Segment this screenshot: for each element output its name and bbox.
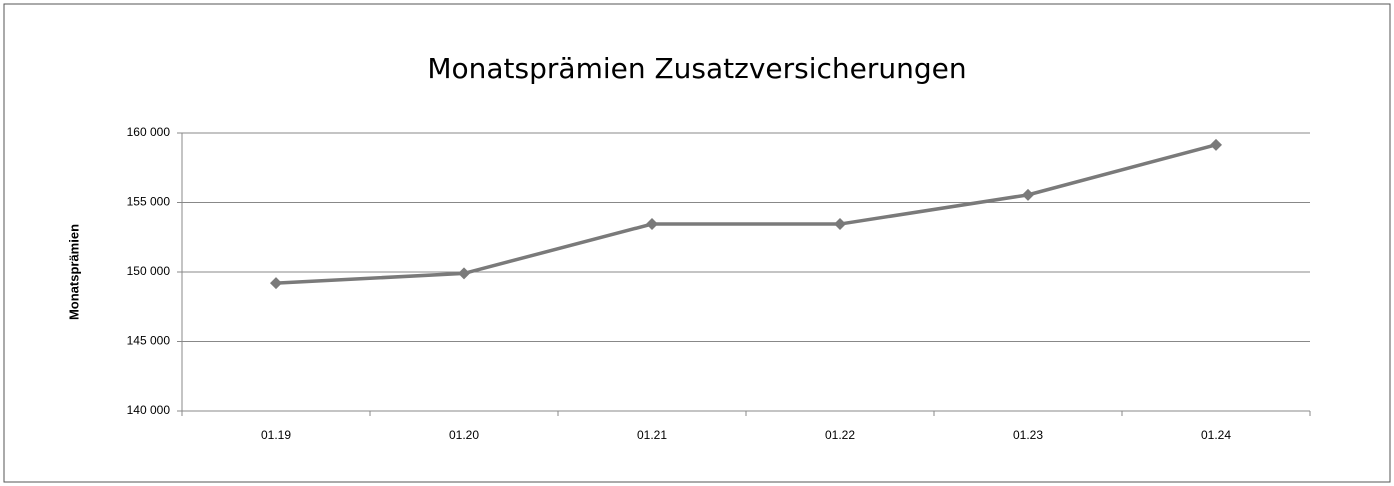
data-point [1210, 138, 1222, 151]
y-tick-label: 150 000 [127, 264, 171, 278]
data-point [270, 277, 282, 290]
x-tick-label: 01.21 [637, 428, 667, 442]
data-point [834, 218, 846, 231]
data-line [275, 143, 1217, 285]
x-tick-label: 01.24 [1201, 428, 1231, 442]
y-tick-label: 140 000 [127, 403, 171, 417]
chart-title: Monatsprämien Zusatzversicherungen [427, 52, 966, 85]
chart-border [3, 3, 1391, 483]
x-tick-label: 01.22 [825, 428, 855, 442]
data-point [646, 218, 658, 231]
x-tick-label: 01.20 [449, 428, 479, 442]
y-tick-label: 145 000 [127, 334, 171, 348]
x-tick-label: 01.19 [261, 428, 291, 442]
data-point [458, 267, 470, 280]
y-axis-label: Monatsprämien [66, 224, 81, 320]
x-tick-label: 01.23 [1013, 428, 1043, 442]
y-tick-label: 155 000 [127, 195, 171, 209]
y-tick-label: 160 000 [127, 125, 171, 139]
data-point [1022, 188, 1034, 201]
